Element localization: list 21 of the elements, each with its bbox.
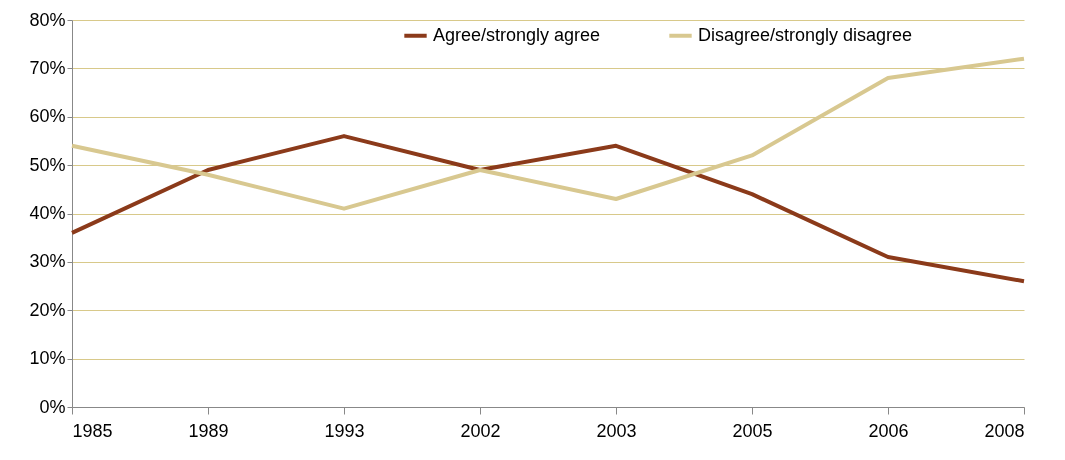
x-tick-label: 2006 — [868, 420, 909, 441]
legend-label: Disagree/strongly disagree — [698, 24, 913, 45]
x-tick-label: 2005 — [732, 420, 773, 441]
y-tick-label: 40% — [29, 203, 66, 223]
line-series — [70, 134, 1026, 284]
x-tick-label: 2003 — [596, 420, 637, 441]
x-tick-label: 2002 — [460, 420, 501, 441]
y-tick-label: 10% — [29, 348, 66, 369]
line-series — [70, 56, 1026, 211]
y-tick-label: 80% — [29, 9, 66, 30]
y-tick-label: 70% — [29, 57, 66, 78]
y-tick-label: 20% — [29, 299, 66, 320]
y-tick-label: 0% — [39, 396, 66, 417]
x-tick-label: 1993 — [324, 420, 365, 441]
y-tick-label: 60% — [29, 106, 66, 127]
y-tick-label: 50% — [29, 154, 66, 175]
x-tick-label: 2008 — [984, 420, 1025, 441]
y-tick-label: 30% — [29, 251, 66, 272]
x-tick-label: 1989 — [188, 420, 229, 441]
x-tick-label: 1985 — [72, 420, 113, 441]
legend-label: Agree/strongly agree — [433, 24, 601, 45]
